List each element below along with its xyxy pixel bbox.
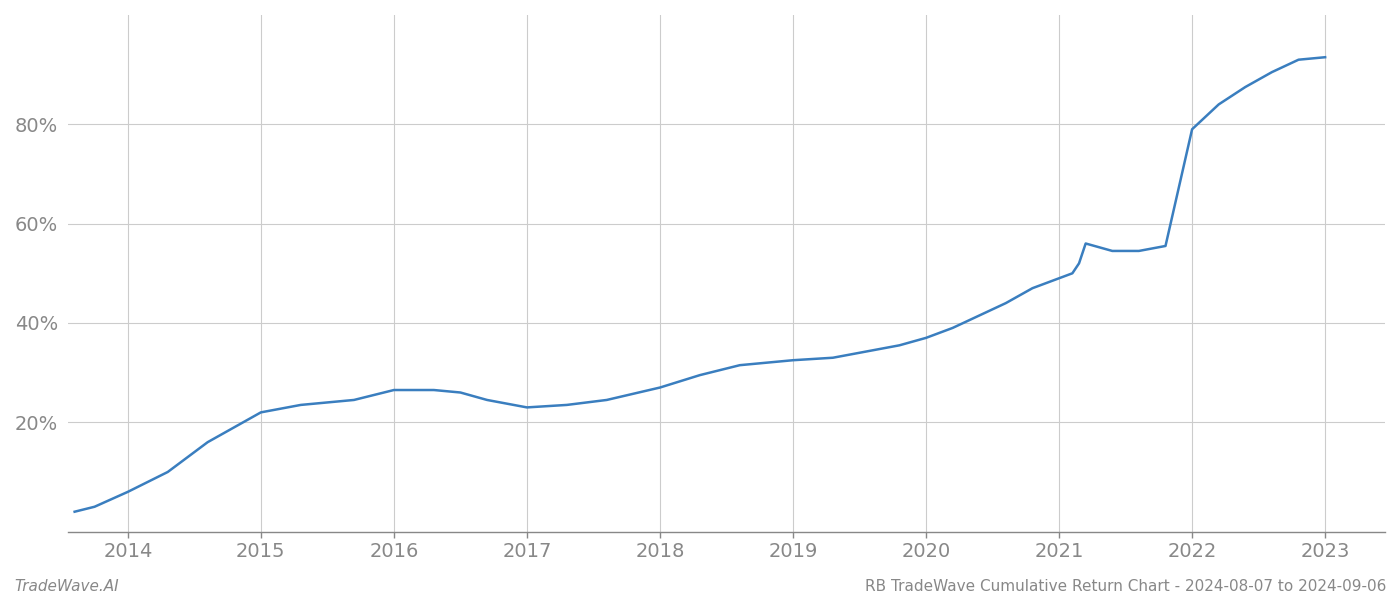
Text: TradeWave.AI: TradeWave.AI: [14, 579, 119, 594]
Text: RB TradeWave Cumulative Return Chart - 2024-08-07 to 2024-09-06: RB TradeWave Cumulative Return Chart - 2…: [865, 579, 1386, 594]
